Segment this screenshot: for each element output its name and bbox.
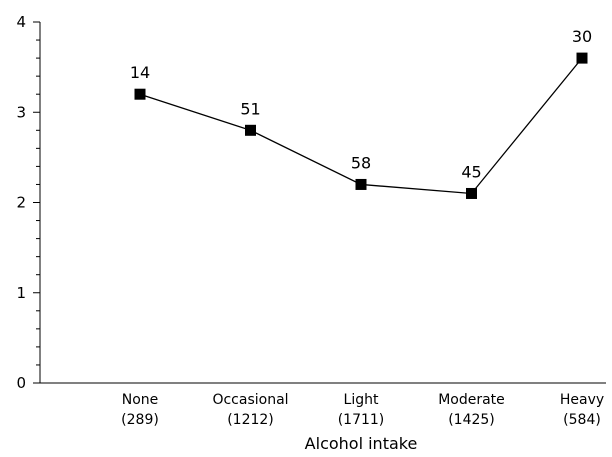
x-category-count: (584) [563,412,601,428]
y-tick-label: 0 [16,374,26,392]
x-category-count: (1711) [338,412,385,428]
data-point-marker [134,88,146,100]
data-point-label: 58 [351,153,371,172]
x-category-count: (1212) [227,412,274,428]
chart-marks: 14 51 58 45 30 [130,27,592,199]
data-point-marker [245,124,256,136]
x-category-label: Light [344,392,379,408]
data-point-label: 14 [130,63,150,82]
x-category-count: (1425) [448,412,495,428]
y-tick-label: 4 [16,13,26,31]
axes: 0 1 2 3 4 None (289) Occasional (1212) Light (1711… [16,13,606,428]
series-line [139,57,583,195]
data-point-label: 30 [572,27,592,46]
x-category-label: Heavy [560,392,604,408]
data-point-label: 45 [461,162,481,181]
x-category-count: (289) [121,412,159,428]
y-tick-label: 1 [16,284,26,302]
x-category-label: None [122,392,159,408]
x-axis-title: Alcohol intake [305,434,418,453]
data-point-label: 51 [240,99,260,118]
y-tick-label: 3 [16,103,26,121]
data-point-marker [466,187,477,199]
x-category-label: Occasional [212,392,288,408]
x-category-label: Moderate [438,392,505,408]
y-tick-label: 2 [16,194,26,212]
data-point-marker [576,52,588,64]
data-point-marker [355,178,367,190]
